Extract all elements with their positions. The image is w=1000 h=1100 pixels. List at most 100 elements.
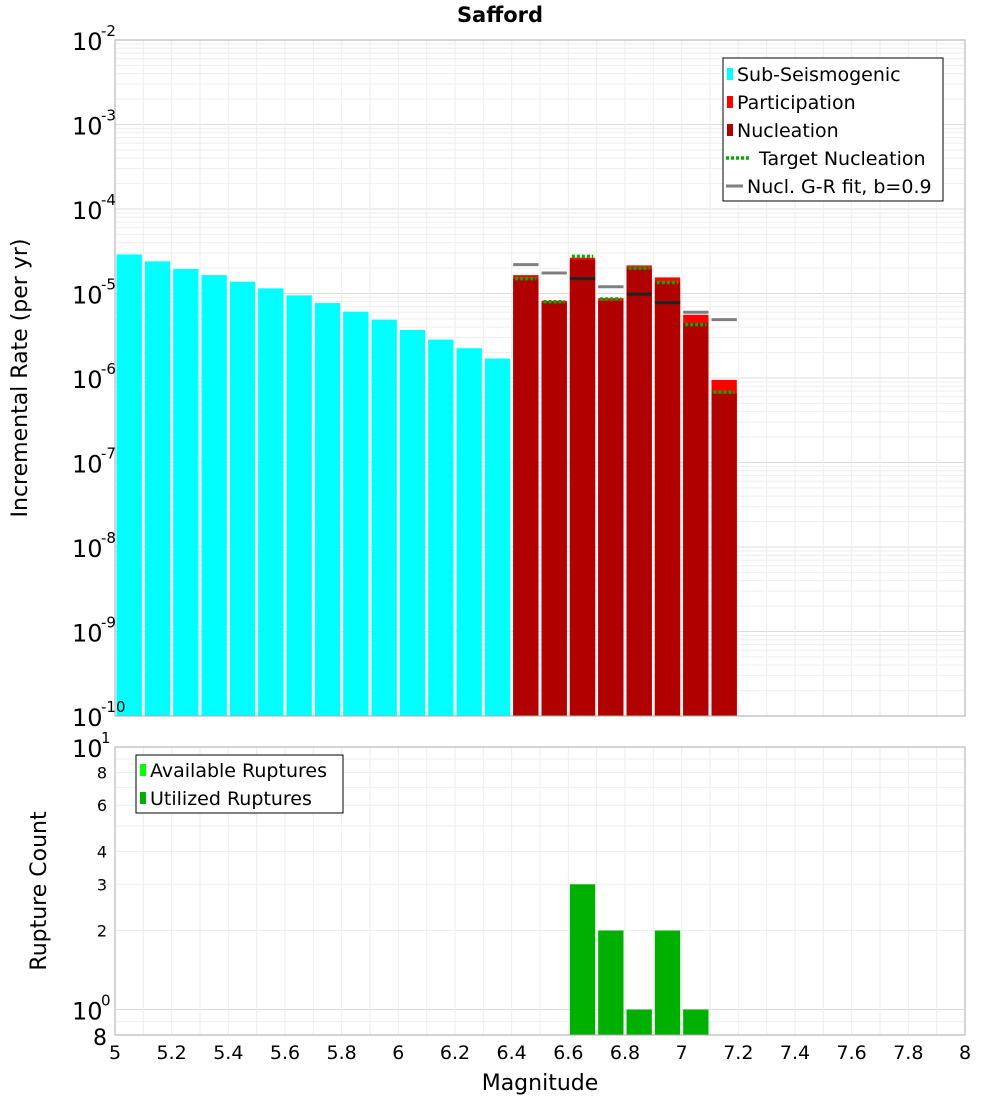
rate-y-tick: 10-4 xyxy=(72,191,116,225)
x-tick: 7.8 xyxy=(893,1042,923,1064)
legend-item: Available Ruptures xyxy=(140,760,327,782)
legend-item: Utilized Ruptures xyxy=(140,788,312,810)
tick-base: 10 xyxy=(72,735,103,763)
rate-y-tick: 10-3 xyxy=(72,107,116,141)
rate-y-tick: 10-10 xyxy=(72,698,126,732)
legend-label: Available Ruptures xyxy=(150,760,327,782)
x-tick: 6.4 xyxy=(497,1042,527,1064)
x-tick-labels: 5 5.2 5.4 5.6 5.8 6 6.2 6.4 6.6 6.8 7 7.2 7.4 7.6 7.8 8 xyxy=(109,1042,971,1064)
sub-seismogenic-bar xyxy=(371,319,397,716)
rate-legend: Sub-Seismogenic Participation Nucleation Ta… xyxy=(722,57,944,202)
nucleation-bar xyxy=(569,259,596,716)
utilized-rupture-bar xyxy=(654,930,681,1035)
sub-seismogenic-bar xyxy=(456,348,482,716)
tick-exponent: 1 xyxy=(101,729,111,747)
legend-item: Participation xyxy=(727,92,856,114)
tick-base: 10 xyxy=(72,704,103,732)
sub-seismogenic-bar xyxy=(286,295,312,716)
sub-seismogenic-bar xyxy=(258,288,284,716)
tick-base: 10 xyxy=(72,451,103,479)
count-plot-frame xyxy=(114,746,966,1036)
legend-item: Nucleation xyxy=(727,120,839,142)
legend-swatch xyxy=(140,764,146,776)
x-tick: 7 xyxy=(676,1042,688,1064)
tick-base: 10 xyxy=(72,998,103,1026)
legend-swatch xyxy=(727,96,733,108)
x-tick: 5 xyxy=(109,1042,121,1064)
tick-exponent: -9 xyxy=(101,614,116,632)
rate-y-tick: 10-5 xyxy=(72,276,116,310)
count-y-tick: 4 xyxy=(97,842,107,861)
x-tick: 8 xyxy=(959,1042,971,1064)
legend-label: Sub-Seismogenic xyxy=(737,64,901,86)
x-tick: 6 xyxy=(392,1042,404,1064)
count-y-tick: 6 xyxy=(97,796,107,815)
tick-exponent: -8 xyxy=(101,529,116,547)
x-axis-label: Magnitude xyxy=(482,1071,599,1096)
x-tick: 6.6 xyxy=(553,1042,583,1064)
sub-seismogenic-bar xyxy=(428,339,454,716)
legend-label: Target Nucleation xyxy=(758,148,926,170)
rate-y-tick: 10-6 xyxy=(72,360,116,394)
legend-label: Nucleation xyxy=(737,120,839,142)
tick-exponent: -2 xyxy=(101,22,116,40)
rate-y-tick: 10-7 xyxy=(72,445,116,479)
sub-seismogenic-bar xyxy=(116,254,142,716)
x-tick: 7.4 xyxy=(780,1042,810,1064)
count-y-tick: 2 xyxy=(97,922,107,941)
sub-seismogenic-bar xyxy=(144,261,171,716)
sub-seismogenic-bar xyxy=(229,281,256,716)
count-legend: Available Ruptures Utilized Ruptures xyxy=(135,754,344,814)
tick-base: 10 xyxy=(72,535,103,563)
x-tick: 5.8 xyxy=(327,1042,357,1064)
legend-label: Participation xyxy=(737,92,856,114)
tick-exponent: -10 xyxy=(101,698,126,716)
rate-bars xyxy=(116,254,737,716)
utilized-rupture-bar xyxy=(626,1009,652,1035)
x-tick: 6.2 xyxy=(440,1042,470,1064)
legend-swatch xyxy=(140,792,146,804)
rate-plot-frame xyxy=(114,39,966,717)
count-y-axis-label: Rupture Count xyxy=(27,811,52,971)
nucleation-bar xyxy=(541,302,567,716)
sub-seismogenic-bar xyxy=(484,358,511,716)
rate-markers xyxy=(513,254,737,394)
legend-item: Sub-Seismogenic xyxy=(727,64,901,86)
nucleation-bar xyxy=(711,393,737,716)
tick-exponent: -7 xyxy=(101,445,116,463)
count-y-tick: 8 xyxy=(93,1026,107,1051)
sub-seismogenic-bar xyxy=(343,311,369,716)
legend-item: Nucl. G-R fit, b=0.9 xyxy=(726,176,932,198)
count-y-tick: 100 xyxy=(72,992,111,1026)
x-tick: 7.6 xyxy=(837,1042,867,1064)
count-y-tick: 8 xyxy=(97,763,107,782)
utilized-rupture-bar xyxy=(598,930,624,1035)
legend-label: Nucl. G-R fit, b=0.9 xyxy=(747,176,932,198)
x-tick: 5.4 xyxy=(213,1042,243,1064)
tick-base: 10 xyxy=(72,620,103,648)
rate-y-tick: 10-2 xyxy=(72,22,116,56)
tick-base: 10 xyxy=(72,366,103,394)
legend-swatch xyxy=(727,68,733,80)
nucleation-bar xyxy=(626,268,652,716)
tick-exponent: -5 xyxy=(101,276,116,294)
tick-exponent: -3 xyxy=(101,107,116,125)
legend-swatch xyxy=(727,124,733,136)
count-y-tick: 101 xyxy=(72,729,111,763)
legend-item: Target Nucleation xyxy=(726,148,926,170)
chart-title: Safford xyxy=(457,3,543,27)
rate-y-tick: 10-8 xyxy=(72,529,116,563)
tick-base: 10 xyxy=(72,282,103,310)
x-tick: 7.2 xyxy=(723,1042,753,1064)
x-tick: 5.6 xyxy=(270,1042,300,1064)
tick-exponent: -4 xyxy=(101,191,116,209)
utilized-rupture-bar xyxy=(569,884,596,1035)
nucleation-bar xyxy=(513,278,539,716)
sub-seismogenic-bar xyxy=(399,329,426,716)
tick-exponent: -6 xyxy=(101,360,116,378)
rate-y-axis-label: Incremental Rate (per yr) xyxy=(8,239,33,518)
tick-exponent: 0 xyxy=(101,992,111,1010)
